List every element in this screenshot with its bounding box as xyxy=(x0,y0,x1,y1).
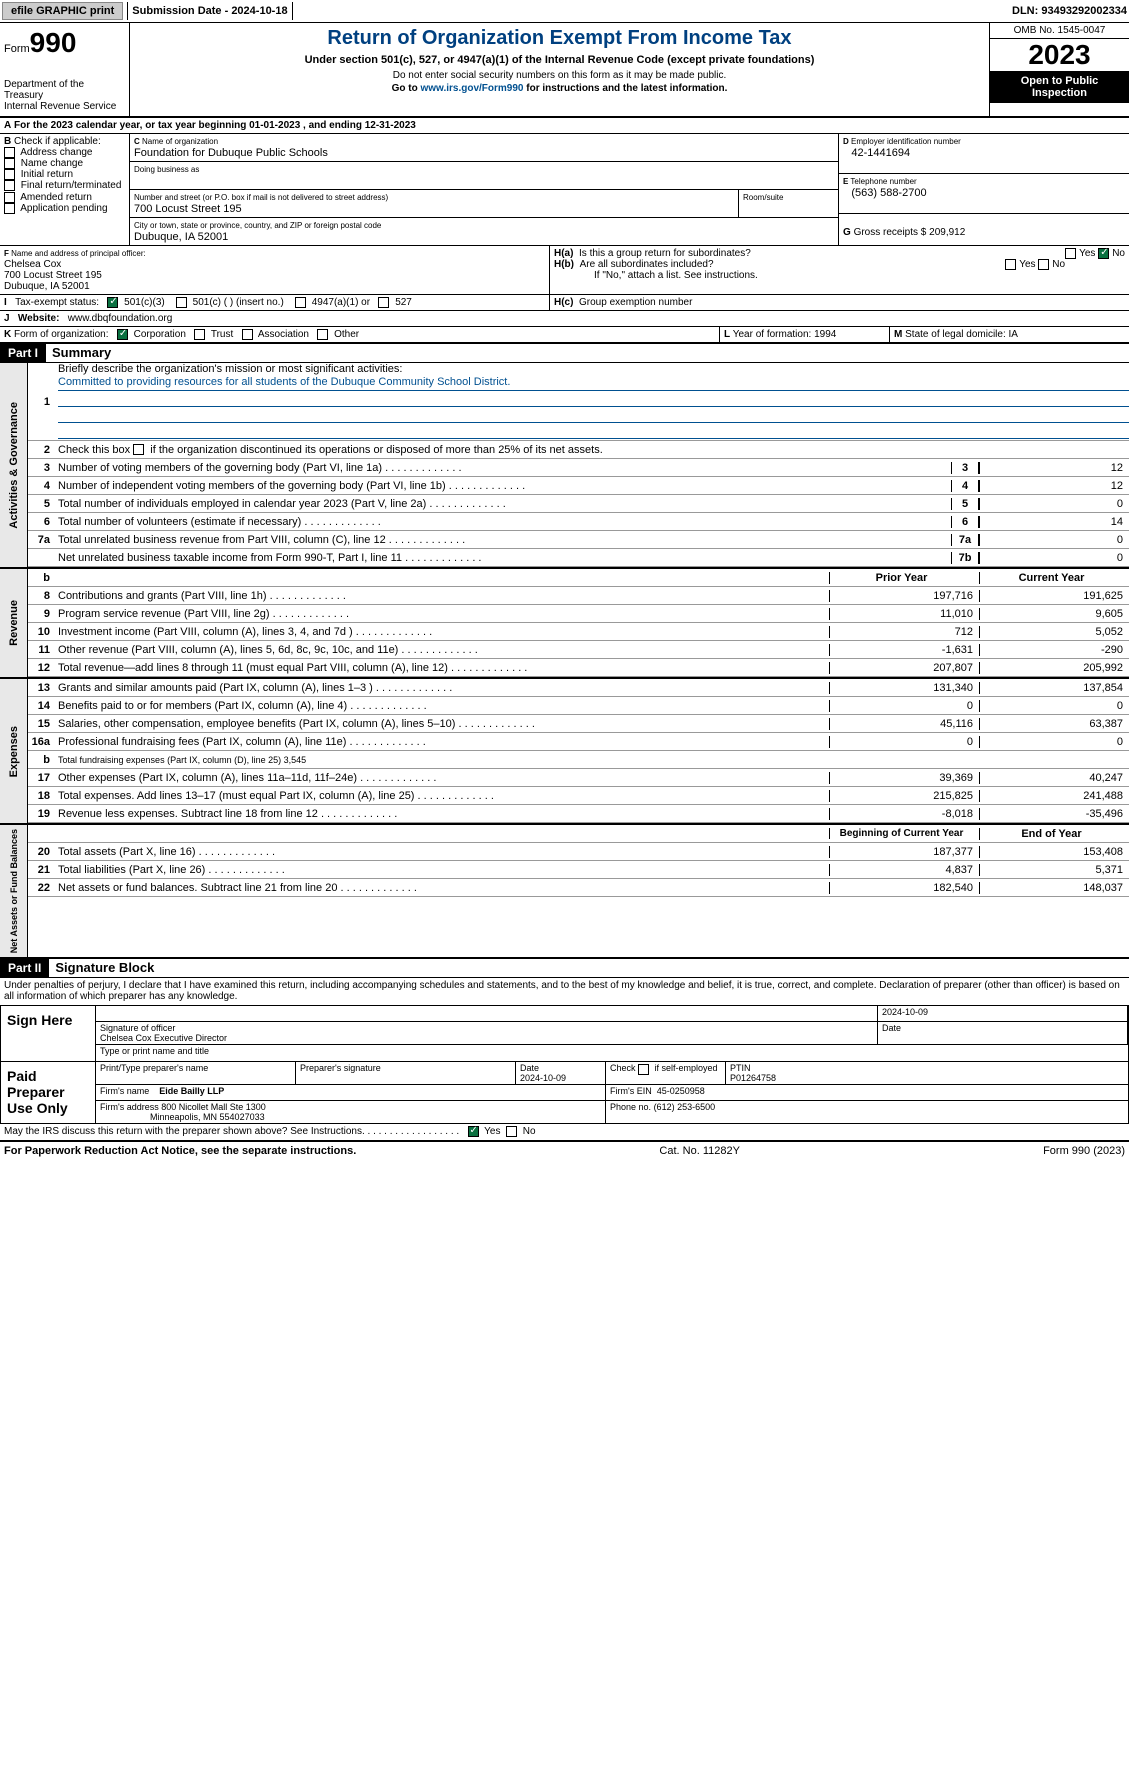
prep-date: 2024-10-09 xyxy=(520,1073,566,1083)
firm-ein: 45-0250958 xyxy=(657,1086,705,1096)
signature-block: Sign Here 2024-10-09 Signature of office… xyxy=(0,1005,1129,1124)
org-name: Foundation for Dubuque Public Schools xyxy=(134,147,328,159)
subtitle-2: Do not enter social security numbers on … xyxy=(134,70,985,81)
year-formed: 1994 xyxy=(814,329,836,340)
tax-period: For the 2023 calendar year, or tax year … xyxy=(14,120,416,131)
efile-button[interactable]: efile GRAPHIC print xyxy=(2,2,123,20)
discuss-yes[interactable] xyxy=(468,1126,479,1137)
discuss-no[interactable] xyxy=(506,1126,517,1137)
dln: DLN: 93493292002334 xyxy=(1012,5,1127,17)
prior-year-hdr: Prior Year xyxy=(829,572,979,584)
gross-receipts: 209,912 xyxy=(929,227,965,238)
officer-sig-name: Chelsea Cox Executive Director xyxy=(100,1033,227,1043)
501c3-checkbox[interactable] xyxy=(107,297,118,308)
part-2-header: Part II xyxy=(0,959,49,977)
declaration: Under penalties of perjury, I declare th… xyxy=(0,978,1129,1004)
firm-name: Eide Bailly LLP xyxy=(159,1086,224,1096)
net-assets-section: Net Assets or Fund Balances Beginning of… xyxy=(0,825,1129,959)
mission: Committed to providing resources for all… xyxy=(58,376,510,388)
firm-addr: 800 Nicollet Mall Ste 1300 xyxy=(161,1102,266,1112)
ptin: P01264758 xyxy=(730,1073,776,1083)
open-inspection: Open to Public Inspection xyxy=(990,71,1129,103)
section-b: B Check if applicable: Address change Na… xyxy=(0,134,130,245)
corp-checkbox[interactable] xyxy=(117,329,128,340)
expenses-section: Expenses 13Grants and similar amounts pa… xyxy=(0,679,1129,825)
part-1-header: Part I xyxy=(0,344,46,362)
website: www.dbqfoundation.org xyxy=(68,313,173,324)
sign-date: 2024-10-09 xyxy=(878,1006,1128,1021)
form-ref: Form 990 (2023) xyxy=(1043,1145,1125,1157)
form-title: Return of Organization Exempt From Incom… xyxy=(134,27,985,50)
h-b-no[interactable] xyxy=(1038,259,1049,270)
h-b-yes[interactable] xyxy=(1005,259,1016,270)
irs-link[interactable]: www.irs.gov/Form990 xyxy=(420,83,523,94)
domicile-state: IA xyxy=(1009,329,1018,340)
subtitle-1: Under section 501(c), 527, or 4947(a)(1)… xyxy=(134,54,985,66)
street-address: 700 Locust Street 195 xyxy=(134,203,242,215)
sign-here: Sign Here xyxy=(1,1006,96,1061)
city-state-zip: Dubuque, IA 52001 xyxy=(134,231,228,243)
phone: (563) 588-2700 xyxy=(851,187,926,199)
form-number: 990 xyxy=(30,27,77,58)
discontinued-checkbox[interactable] xyxy=(133,444,144,455)
activities-governance: Activities & Governance 1Briefly describ… xyxy=(0,363,1129,569)
current-year-hdr: Current Year xyxy=(979,572,1129,584)
officer-name: Chelsea Cox xyxy=(4,259,61,270)
footer: For Paperwork Reduction Act Notice, see … xyxy=(0,1141,1129,1160)
dept: Department of the Treasury Internal Reve… xyxy=(4,79,125,112)
ein: 42-1441694 xyxy=(851,147,910,159)
submission-date: Submission Date - 2024-10-18 xyxy=(132,5,287,17)
address-block: B Check if applicable: Address change Na… xyxy=(0,134,1129,344)
tax-year: 2023 xyxy=(990,39,1129,71)
h-a-yes[interactable] xyxy=(1065,248,1076,259)
top-bar: efile GRAPHIC print Submission Date - 20… xyxy=(0,0,1129,23)
form-header: Form990 Department of the Treasury Inter… xyxy=(0,23,1129,118)
h-a-no[interactable] xyxy=(1098,248,1109,259)
form-label: Form xyxy=(4,43,30,55)
discuss-q: May the IRS discuss this return with the… xyxy=(4,1127,365,1138)
paid-preparer: Paid Preparer Use Only xyxy=(1,1062,96,1123)
omb: OMB No. 1545-0047 xyxy=(990,23,1129,39)
self-employed-checkbox[interactable] xyxy=(638,1064,649,1075)
firm-phone: (612) 253-6500 xyxy=(654,1102,716,1112)
cat-no: Cat. No. 11282Y xyxy=(659,1145,740,1157)
revenue-section: Revenue bPrior YearCurrent Year 8Contrib… xyxy=(0,569,1129,679)
